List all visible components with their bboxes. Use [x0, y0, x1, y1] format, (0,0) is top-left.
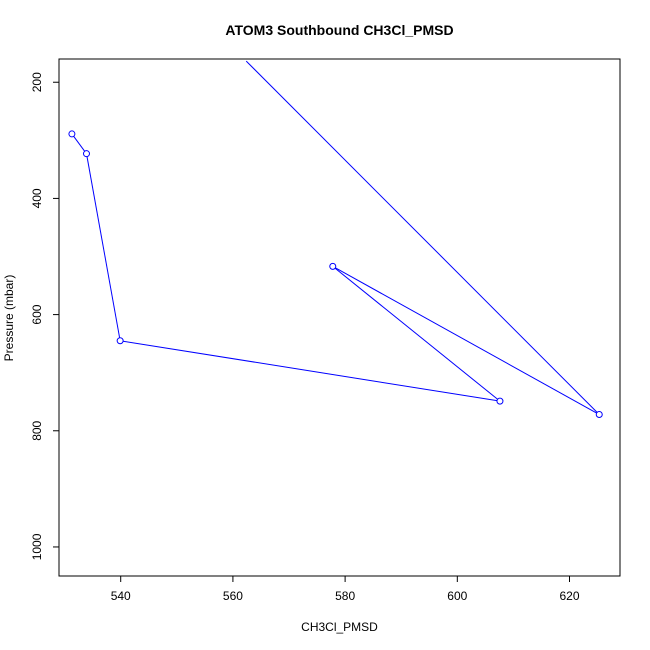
x-tick-label: 580 [335, 589, 355, 603]
series-line-segment [73, 136, 86, 152]
data-point [496, 397, 504, 405]
data-point [329, 262, 337, 270]
data-point [82, 150, 90, 158]
y-tick-label: 800 [30, 420, 44, 440]
series-line-segment [334, 267, 498, 400]
data-point [116, 337, 124, 345]
y-tick-label: 200 [30, 72, 44, 92]
y-tick-label: 400 [30, 188, 44, 208]
y-tick-label: 600 [30, 304, 44, 324]
x-tick-label: 560 [223, 589, 243, 603]
data-point [595, 411, 603, 419]
y-tick-label: 1000 [30, 533, 44, 560]
series-line-segment [245, 60, 598, 413]
plot-frame [58, 58, 621, 577]
series-line-segment [335, 267, 597, 414]
series-line-segment [86, 156, 121, 338]
x-tick-label: 540 [111, 589, 131, 603]
y-axis-label: Pressure (mbar) [2, 275, 16, 362]
plot-area [68, 60, 603, 419]
x-axis-label: CH3Cl_PMSD [301, 620, 378, 634]
data-point [68, 130, 76, 138]
series-line-segment [123, 340, 498, 402]
x-tick-label: 600 [447, 589, 467, 603]
x-tick-label: 620 [559, 589, 579, 603]
axes: 540 560 580 600 620 200 400 600 800 1000 [30, 72, 580, 603]
chart-title: ATOM3 Southbound CH3Cl_PMSD [225, 22, 453, 38]
